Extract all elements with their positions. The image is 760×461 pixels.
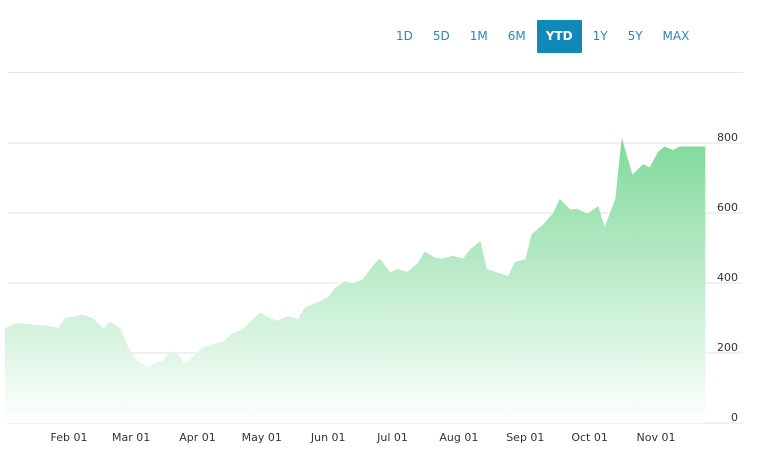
range-button-1m[interactable]: 1M: [469, 29, 488, 43]
x-tick-label-nov-01: Nov 01: [637, 431, 676, 444]
area-series-fill: [4, 137, 706, 424]
range-button-5d[interactable]: 5D: [432, 29, 450, 43]
x-tick-label-may-01: May 01: [242, 431, 282, 444]
range-button-ytd[interactable]: YTD: [536, 20, 582, 53]
range-selector: 1D 5D 1M 6M YTD 1Y 5Y MAX: [386, 20, 699, 53]
x-axis-labels: Feb 01 Mar 01 Apr 01 May 01 Jun 01 Jul 01 Aug …: [51, 431, 676, 444]
area-series: [4, 137, 706, 424]
range-button-max[interactable]: MAX: [662, 29, 690, 43]
x-tick-label-feb-01: Feb 01: [51, 431, 88, 444]
y-tick-label-0: 0: [731, 411, 738, 424]
x-tick-label-mar-01: Mar 01: [112, 431, 150, 444]
x-tick-label-sep-01: Sep 01: [506, 431, 544, 444]
range-button-6m[interactable]: 6M: [507, 29, 526, 43]
x-tick-label-jul-01: Jul 01: [376, 431, 408, 444]
range-button-5y[interactable]: 5Y: [627, 29, 643, 43]
y-tick-label-600: 600: [717, 201, 738, 214]
y-tick-label-800: 800: [717, 131, 738, 144]
x-tick-label-oct-01: Oct 01: [571, 431, 608, 444]
x-tick-label-apr-01: Apr 01: [179, 431, 216, 444]
x-tick-label-aug-01: Aug 01: [439, 431, 478, 444]
range-button-1y[interactable]: 1Y: [592, 29, 608, 43]
y-tick-label-200: 200: [717, 341, 738, 354]
x-tick-label-jun-01: Jun 01: [310, 431, 346, 444]
y-tick-label-400: 400: [717, 271, 738, 284]
y-axis-labels: 0 200 400 600 800: [717, 131, 738, 424]
range-button-1d[interactable]: 1D: [396, 29, 413, 43]
top-divider: [8, 72, 743, 73]
